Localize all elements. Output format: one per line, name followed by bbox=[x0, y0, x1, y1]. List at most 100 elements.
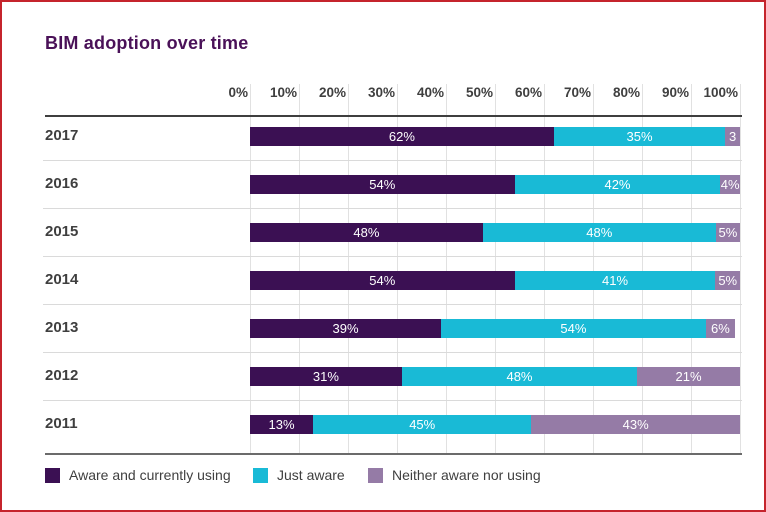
bar-value-label: 62% bbox=[388, 129, 415, 144]
bar-segment-neither-aware-nor-using: 43% bbox=[531, 415, 740, 434]
bar-value-label: 48% bbox=[353, 225, 380, 240]
bar-track: 13% 45% 43% bbox=[250, 415, 740, 434]
bar-value-label: 39% bbox=[332, 321, 359, 336]
bar-track: 54% 42% 4% bbox=[250, 175, 740, 194]
legend-item-neither-aware-nor-using: Neither aware nor using bbox=[368, 467, 541, 483]
bar-segment-neither-aware-nor-using: 5% bbox=[715, 223, 741, 242]
chart-row: 2016 54% 42% 4% bbox=[2, 160, 764, 208]
row-separator bbox=[43, 352, 742, 353]
bar-value-label: 54% bbox=[560, 321, 587, 336]
chart-row: 2011 13% 45% 43% bbox=[2, 400, 764, 448]
x-axis-tick-label: 50% bbox=[465, 85, 493, 100]
legend-swatch bbox=[45, 467, 60, 483]
x-axis-tick-label: 20% bbox=[318, 85, 346, 100]
y-axis-category-label: 2011 bbox=[45, 415, 78, 432]
x-axis-tick-label: 60% bbox=[514, 85, 542, 100]
bar-value-label: 31% bbox=[312, 369, 339, 384]
gridline bbox=[593, 84, 594, 454]
bar-value-label: 5% bbox=[718, 273, 738, 288]
gridline bbox=[446, 84, 447, 454]
bar-value-label: 48% bbox=[586, 225, 613, 240]
y-axis-category-label: 2016 bbox=[45, 175, 79, 192]
chart-row: 2014 54% 41% 5% bbox=[2, 256, 764, 304]
gridline bbox=[348, 84, 349, 454]
bar-segment-aware-and-currently-using: 13% bbox=[250, 415, 314, 434]
bar-segment-neither-aware-nor-using: 4% bbox=[720, 175, 740, 194]
gridline bbox=[544, 84, 545, 454]
bar-segment-aware-and-currently-using: 31% bbox=[250, 367, 402, 386]
row-separator bbox=[43, 256, 742, 257]
bar-segment-just-aware: 42% bbox=[514, 175, 721, 194]
row-separator bbox=[43, 304, 742, 305]
gridline bbox=[397, 84, 398, 454]
gridline bbox=[299, 84, 300, 454]
bar-value-label: 13% bbox=[268, 417, 295, 432]
gridline bbox=[642, 84, 643, 454]
bar-segment-aware-and-currently-using: 39% bbox=[250, 319, 442, 338]
bar-track: 39% 54% 6% bbox=[250, 319, 740, 338]
gridline bbox=[250, 84, 251, 454]
bar-value-label: 41% bbox=[602, 273, 629, 288]
bar-segment-neither-aware-nor-using: 3 bbox=[725, 127, 740, 146]
y-axis-category-label: 2017 bbox=[45, 127, 79, 144]
row-separator bbox=[43, 208, 742, 209]
bar-segment-just-aware: 54% bbox=[441, 319, 706, 338]
x-axis-line-top bbox=[45, 115, 742, 117]
chart-row: 2012 31% 48% 21% bbox=[2, 352, 764, 400]
bar-value-label: 54% bbox=[369, 273, 396, 288]
y-axis-category-label: 2013 bbox=[45, 319, 79, 336]
x-axis-tick-label: 0% bbox=[228, 85, 248, 100]
bar-segment-neither-aware-nor-using: 21% bbox=[637, 367, 740, 386]
bar-value-label: 5% bbox=[718, 225, 738, 240]
x-axis-tick-label: 30% bbox=[367, 85, 395, 100]
legend-item-just-aware: Just aware bbox=[253, 467, 345, 483]
legend-label: Just aware bbox=[277, 467, 345, 483]
gridline bbox=[691, 84, 692, 454]
bar-segment-just-aware: 41% bbox=[514, 271, 716, 290]
legend-item-aware-and-currently-using: Aware and currently using bbox=[45, 467, 231, 483]
row-separator bbox=[43, 400, 742, 401]
legend-swatch bbox=[253, 467, 268, 483]
bar-segment-just-aware: 45% bbox=[313, 415, 532, 434]
y-axis-category-label: 2012 bbox=[45, 367, 79, 384]
bar-segment-just-aware: 35% bbox=[553, 127, 726, 146]
bar-segment-aware-and-currently-using: 54% bbox=[250, 271, 515, 290]
x-axis-tick-label: 90% bbox=[661, 85, 689, 100]
x-axis-tick-label: 10% bbox=[269, 85, 297, 100]
bar-segment-just-aware: 48% bbox=[482, 223, 716, 242]
bar-track: 31% 48% 21% bbox=[250, 367, 740, 386]
chart-row: 2017 62% 35% 3 bbox=[2, 112, 764, 160]
bar-segment-aware-and-currently-using: 62% bbox=[250, 127, 554, 146]
gridline bbox=[740, 84, 741, 454]
x-axis-tick-label: 40% bbox=[416, 85, 444, 100]
bar-track: 48% 48% 5% bbox=[250, 223, 741, 242]
bar-value-label: 21% bbox=[675, 369, 702, 384]
x-axis-tick-label: 100% bbox=[703, 85, 738, 100]
legend-swatch bbox=[368, 467, 383, 483]
bar-segment-neither-aware-nor-using: 5% bbox=[715, 271, 740, 290]
legend-label: Neither aware nor using bbox=[392, 467, 541, 483]
y-axis-category-label: 2015 bbox=[45, 223, 79, 240]
gridline bbox=[495, 84, 496, 454]
x-axis-line-bottom bbox=[45, 453, 742, 455]
bar-value-label: 43% bbox=[622, 417, 649, 432]
bar-segment-just-aware: 48% bbox=[401, 367, 638, 386]
bar-track: 62% 35% 3 bbox=[250, 127, 740, 146]
bar-value-label: 48% bbox=[506, 369, 533, 384]
chart-row: 2015 48% 48% 5% bbox=[2, 208, 764, 256]
bar-segment-aware-and-currently-using: 54% bbox=[250, 175, 515, 194]
legend-label: Aware and currently using bbox=[69, 467, 231, 483]
row-separator bbox=[43, 160, 742, 161]
bar-track: 54% 41% 5% bbox=[250, 271, 740, 290]
x-axis-tick-label: 70% bbox=[563, 85, 591, 100]
chart-title: BIM adoption over time bbox=[45, 33, 249, 53]
bar-value-label: 6% bbox=[710, 321, 730, 336]
bar-value-label: 54% bbox=[369, 177, 396, 192]
y-axis-category-label: 2014 bbox=[45, 271, 79, 288]
bar-value-label: 3 bbox=[729, 129, 737, 144]
bar-value-label: 35% bbox=[626, 129, 653, 144]
bar-segment-neither-aware-nor-using: 6% bbox=[705, 319, 736, 338]
bar-value-label: 42% bbox=[604, 177, 631, 192]
chart-row: 2013 39% 54% 6% bbox=[2, 304, 764, 352]
